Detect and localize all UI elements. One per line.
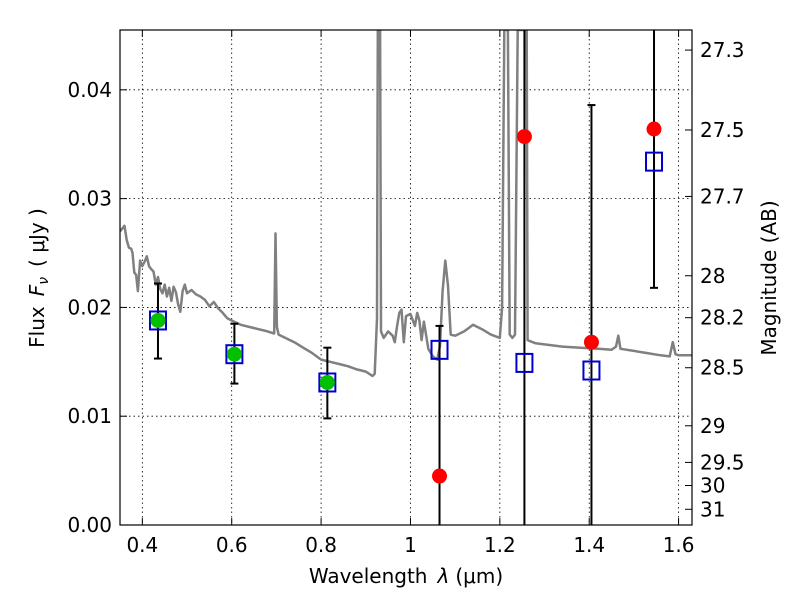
model-photometry-layer (148, 151, 664, 393)
magnitude-tick-label: 27.7 (700, 184, 745, 208)
model-photometry-square (148, 310, 167, 331)
y-tick-label: 0.01 (67, 404, 112, 428)
y-axis-label: Flux Fν ( μJy ) (25, 208, 52, 348)
y-axis-ticks: 0.00 0.01 0.02 0.03 0.04 (67, 78, 127, 537)
y-axis-label-prefix: Flux (25, 306, 49, 348)
observed-optical-point (319, 374, 335, 390)
y-axis-label-unit: ( μJy ) (25, 208, 49, 267)
magnitude-tick-label: 28.5 (700, 356, 745, 380)
x-axis-label-unit: (μm) (455, 564, 503, 588)
observed-nir-point (516, 129, 532, 145)
model-spectrum-layer (120, 30, 692, 378)
grid (120, 30, 692, 525)
model-photometry-square (430, 339, 449, 360)
y-axis-label-subscript: ν (36, 277, 52, 285)
magnitude-tick-label: 28.2 (700, 306, 745, 330)
model-photometry-square (582, 360, 601, 381)
observed-nir-point (432, 468, 448, 484)
y-tick-label: 0.04 (67, 78, 112, 102)
magnitude-tick-label: 31 (700, 497, 725, 521)
x-tick-label: 0.8 (305, 533, 337, 557)
plot-background (120, 30, 692, 525)
y-tick-label: 0.02 (67, 295, 112, 319)
observed-optical-point (150, 312, 166, 328)
observed-nir-point (583, 334, 599, 350)
observed-photometry-layer (150, 121, 662, 484)
y-axis-label-symbol: F (25, 284, 49, 296)
x-tick-label: 1.2 (484, 533, 516, 557)
observed-nir-point (646, 121, 662, 137)
model-photometry-square (515, 352, 534, 373)
x-tick-label: 0.6 (216, 533, 248, 557)
x-axis-ticks: 0.4 0.6 0.8 1 1.2 1.4 1.6 (126, 30, 695, 557)
x-tick-label: 0.4 (126, 533, 158, 557)
x-tick-label: 1.4 (573, 533, 605, 557)
model-photometry-square (225, 344, 244, 365)
magnitude-tick-label: 30 (700, 473, 725, 497)
y-tick-label: 0.00 (67, 513, 112, 537)
magnitude-tick-label: 27.5 (700, 118, 745, 142)
magnitude-tick-label: 29 (700, 414, 725, 438)
x-axis-label-symbol: λ (437, 564, 450, 588)
magnitude-tick-label: 29.5 (700, 450, 745, 474)
plot-frame (119, 29, 693, 526)
x-tick-label: 1.6 (663, 533, 695, 557)
y-tick-label: 0.03 (67, 187, 112, 211)
magnitude-tick-label: 28 (700, 264, 725, 288)
x-axis-label-prefix: Wavelength (309, 564, 428, 588)
magnitude-axis-label: Magnitude (AB) (757, 200, 781, 355)
model-photometry-square (645, 151, 664, 172)
x-axis-label: Wavelength λ (μm) (309, 564, 503, 588)
x-tick-label: 1 (404, 533, 417, 557)
model-photometry-square (318, 372, 337, 393)
model-spectrum-line (120, 30, 692, 378)
magnitude-tick-label: 27.3 (700, 38, 745, 62)
observed-optical-point (226, 346, 242, 362)
